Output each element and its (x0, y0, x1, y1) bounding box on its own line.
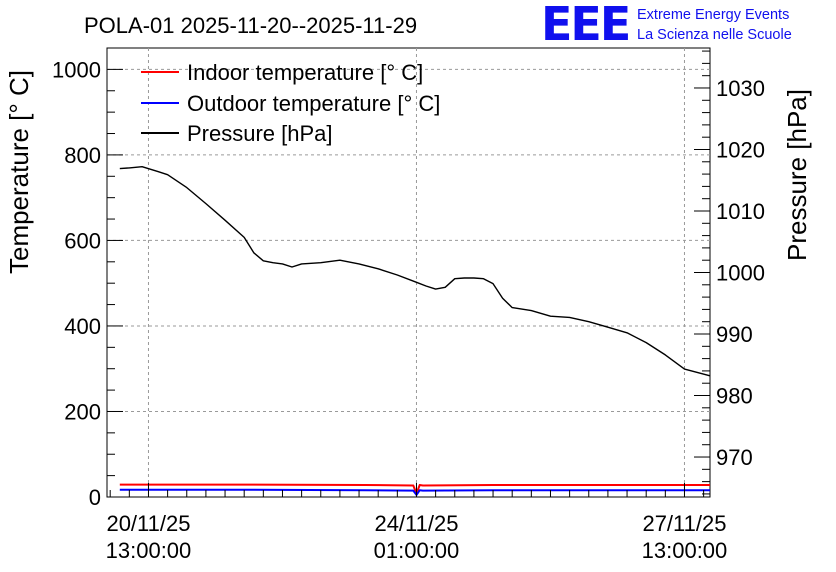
x-tick-label-time: 01:00:00 (374, 538, 460, 563)
x-tick-label-time: 13:00:00 (106, 538, 192, 563)
x-tick-label-date: 20/11/25 (106, 511, 190, 536)
right-tick-label: 1000 (716, 261, 765, 286)
logo-line-2: La Scienza nelle Scuole (637, 27, 792, 43)
right-axis-title: Pressure [hPa] (782, 89, 812, 261)
right-tick-label: 970 (716, 445, 753, 470)
right-tick-label: 1020 (716, 137, 765, 162)
x-tick-label-date: 27/11/25 (642, 511, 726, 536)
series-line-0 (119, 483, 710, 495)
left-axis-title: Temperature [° C] (4, 70, 34, 274)
left-tick-label: 0 (89, 485, 101, 510)
legend-label-pressure: Pressure [hPa] (187, 121, 333, 146)
series-lines (119, 165, 711, 496)
right-tick-label: 980 (716, 384, 753, 409)
left-tick-label: 1000 (52, 57, 101, 82)
chart-title: POLA-01 2025-11-20--2025-11-29 (84, 13, 417, 38)
legend-label-outdoor: Outdoor temperature [° C] (187, 91, 440, 116)
x-tick-label-date: 24/11/25 (374, 511, 458, 536)
right-tick-label: 1010 (716, 199, 765, 224)
axes: 0 200 400 600 800 1000 970 980 990 1000 1010 1020 10… (52, 47, 765, 563)
x-tick-label-time: 13:00:00 (642, 538, 728, 563)
left-tick-label: 800 (64, 143, 101, 168)
legend: Indoor temperature [° C] Outdoor tempera… (141, 60, 440, 146)
left-tick-label: 200 (64, 399, 101, 424)
left-tick-label: 600 (64, 228, 101, 253)
series-line-1 (119, 488, 710, 496)
grid (107, 48, 710, 497)
eee-logo: EEE Extreme Energy Events La Scienza nel… (541, 0, 792, 51)
series-line-2 (119, 165, 711, 377)
logo-mark: EEE (541, 0, 629, 51)
legend-label-indoor: Indoor temperature [° C] (187, 60, 423, 85)
right-tick-label: 990 (716, 322, 753, 347)
logo-line-1: Extreme Energy Events (637, 7, 789, 23)
right-tick-label: 1030 (716, 76, 765, 101)
left-tick-label: 400 (64, 314, 101, 339)
